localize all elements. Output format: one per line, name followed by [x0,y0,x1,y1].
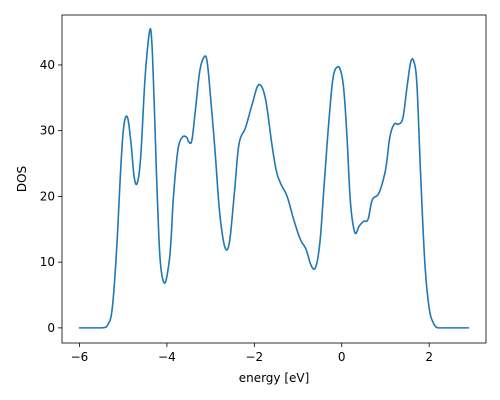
x-tick-label: −4 [158,350,176,364]
x-tick-label: −6 [71,350,89,364]
y-axis-label: DOS [15,166,29,192]
y-axis-ticks: 0 10 20 30 40 [40,58,62,335]
series-line-dos [78,27,470,329]
y-tick-label: 0 [47,321,55,335]
plot-area [61,14,487,344]
y-tick-label: 20 [40,189,55,203]
x-tick-label: 0 [338,350,346,364]
y-tick-label: 40 [40,58,55,72]
y-tick-label: 30 [40,124,55,138]
x-axis-ticks: −6 −4 −2 0 2 [71,343,433,364]
x-tick-label: −2 [245,350,263,364]
x-tick-label: 2 [425,350,433,364]
x-axis-label: energy [eV] [239,371,310,385]
y-tick-label: 10 [40,255,55,269]
